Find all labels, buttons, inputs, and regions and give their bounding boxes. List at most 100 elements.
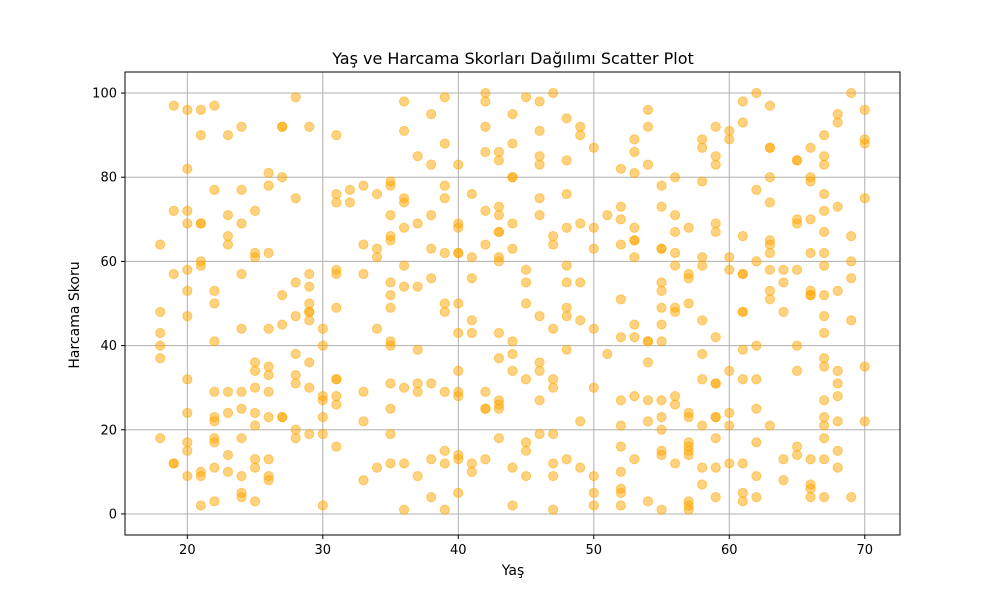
data-point [249,205,261,216]
data-point [642,159,654,170]
data-point [371,252,383,263]
data-point [832,285,843,296]
data-point [656,449,667,461]
data-point [439,386,450,397]
data-point [588,500,599,511]
data-point [439,193,450,204]
data-point [263,475,274,486]
data-point [751,374,762,385]
data-point [548,382,559,393]
data-point [277,412,288,423]
data-point [656,319,667,330]
data-point [805,492,816,503]
y-tick-label: 0 [109,507,117,522]
data-point [629,319,640,330]
data-point [236,386,247,397]
data-point [548,231,559,242]
data-point [819,247,830,259]
data-point [426,273,437,284]
data-point [588,243,599,254]
data-point [493,433,505,444]
data-point [249,420,261,431]
data-point [751,340,762,351]
data-point [751,256,762,267]
data-point [561,277,572,288]
scatter-points [155,87,870,515]
data-point [819,205,830,216]
data-point [710,151,721,162]
data-point [507,138,518,149]
data-point [669,210,681,221]
data-point [277,319,288,330]
data-point [588,487,599,499]
data-point [466,466,477,477]
data-point [399,96,410,107]
data-point [819,311,830,322]
data-point [710,332,721,343]
data-point [737,306,748,318]
data-point [575,218,586,229]
data-point [222,130,234,141]
data-point [683,273,694,284]
data-point [507,172,518,183]
data-point [534,159,545,170]
data-point [182,205,193,216]
data-point [195,260,206,271]
data-point [561,344,572,355]
data-point [737,344,748,355]
data-point [669,458,681,469]
data-point [426,454,437,465]
data-point [859,104,870,115]
data-point [209,462,220,473]
data-point [764,142,776,153]
data-point [669,399,681,410]
data-point [520,264,532,275]
data-point [520,437,532,448]
data-point [520,298,532,309]
data-point [155,433,166,444]
data-point [724,125,735,137]
data-point [575,462,586,473]
data-point [331,391,342,402]
data-point [249,365,261,376]
data-point [182,470,193,482]
data-point [480,146,491,158]
data-point [195,130,206,141]
data-point [385,235,396,246]
data-point [182,163,193,174]
data-point [263,167,274,179]
data-point [859,416,870,427]
data-point [656,285,667,296]
data-point [548,470,559,482]
data-point [439,504,450,515]
data-point [520,374,532,385]
data-point [399,222,410,233]
data-point [534,125,545,137]
data-point [317,500,328,511]
data-point [642,416,654,427]
data-point [222,466,234,477]
data-point [859,193,870,204]
data-point [805,214,816,225]
data-point [805,176,816,187]
data-point [236,323,247,334]
data-point [182,437,193,448]
data-point [520,277,532,288]
data-point [764,172,776,183]
data-point [209,285,220,296]
data-point [304,121,315,132]
data-point [520,445,532,456]
data-point [819,412,830,423]
data-point [480,454,491,465]
data-point [209,298,220,309]
data-point [209,336,220,347]
data-point [683,298,694,309]
data-point [656,504,667,515]
data-point [819,420,830,431]
data-point [791,449,803,461]
data-point [710,159,721,170]
data-point [751,437,762,448]
data-point [263,180,274,191]
data-point [344,197,356,208]
data-point [764,197,776,208]
